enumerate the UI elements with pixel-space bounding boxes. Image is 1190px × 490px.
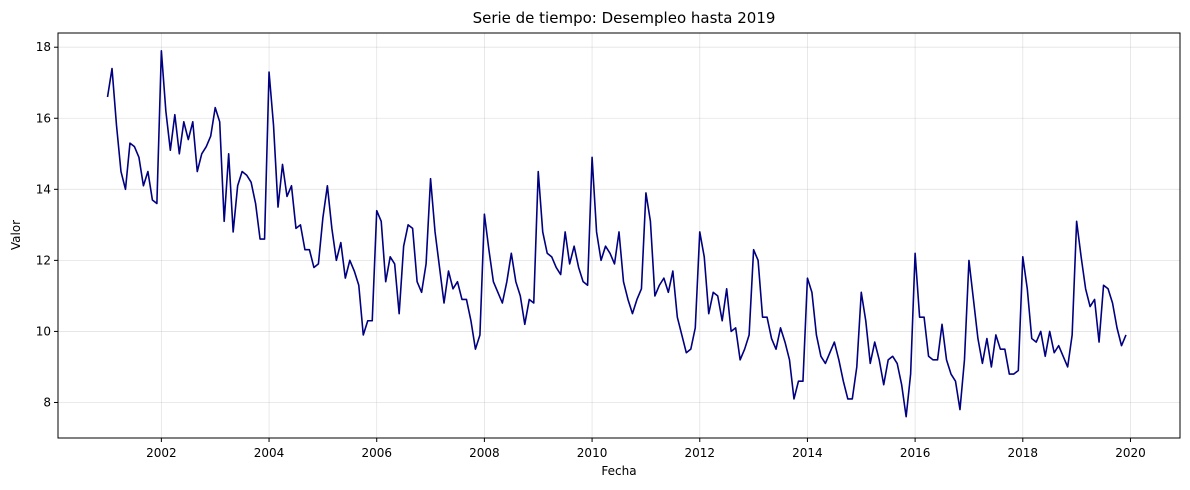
y-tick-label: 16 [36, 111, 51, 125]
x-axis-label: Fecha [601, 464, 636, 478]
x-tick-label: 2004 [254, 446, 285, 460]
x-tick-label: 2002 [146, 446, 177, 460]
x-tick-label: 2010 [577, 446, 608, 460]
y-tick-label: 10 [36, 324, 51, 338]
x-axis: 2002 2004 2006 2008 2010 2012 2014 2016 2018 2020 [146, 438, 1146, 460]
chart-title: Serie de tiempo: Desempleo hasta 2019 [473, 9, 776, 27]
grid [58, 33, 1180, 438]
x-tick-label: 2020 [1115, 446, 1146, 460]
y-axis-label: Valor [9, 220, 23, 250]
plot-frame [57, 32, 1181, 439]
y-tick-label: 14 [36, 182, 51, 196]
x-tick-label: 2008 [469, 446, 500, 460]
y-tick-label: 18 [36, 40, 51, 54]
y-tick-label: 8 [43, 395, 51, 409]
y-tick-label: 12 [36, 253, 51, 267]
y-axis: 8 10 12 14 16 18 [36, 40, 58, 409]
x-tick-label: 2014 [792, 446, 823, 460]
x-tick-label: 2016 [900, 446, 931, 460]
x-tick-label: 2012 [684, 446, 715, 460]
x-tick-label: 2018 [1008, 446, 1039, 460]
series-line [106, 49, 1127, 418]
x-tick-label: 2006 [361, 446, 392, 460]
